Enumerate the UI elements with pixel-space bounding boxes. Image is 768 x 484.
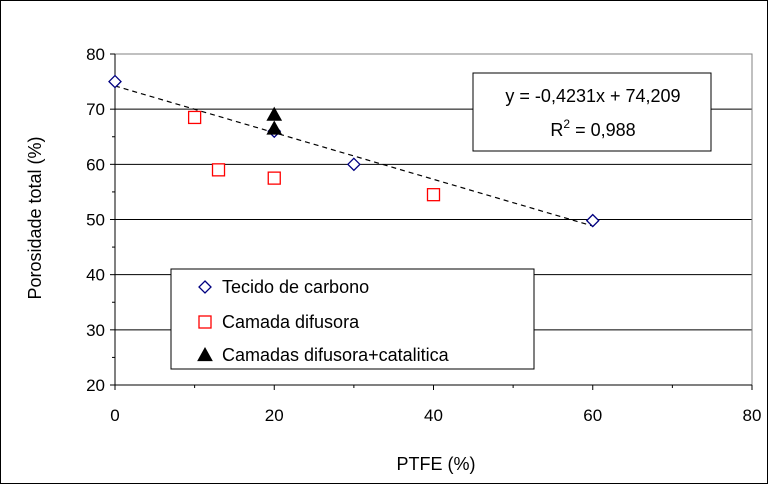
legend-label-camada-difusora: Camada difusora [222, 312, 360, 332]
legend-marker-series2 [197, 346, 213, 362]
data-points [108, 74, 600, 228]
point-series2-0 [266, 106, 283, 121]
legend: Tecido de carbono Camada difusora Camada… [170, 268, 535, 370]
point-series1-3 [426, 188, 441, 202]
tick-label-y-50: 50 [86, 211, 105, 230]
trendline-equation: y = -0,4231x + 74,209 [505, 86, 680, 106]
tick-label-x-20: 20 [265, 406, 284, 425]
tick-label-y-70: 70 [86, 100, 105, 119]
tick-label-y-40: 40 [86, 266, 105, 285]
point-series1-1 [211, 163, 226, 177]
point-series1-2 [267, 171, 281, 185]
tick-label-y-60: 60 [86, 155, 105, 174]
r2-value: = 0,988 [570, 120, 636, 140]
trendline [114, 85, 593, 227]
trendline-equation-box: y = -0,4231x + 74,209 R2 = 0,988 [472, 72, 712, 152]
tick-label-y-80: 80 [86, 45, 105, 64]
tick-label-x-0: 0 [110, 406, 119, 425]
axis-ticks: 20 30 40 50 60 70 80 0 20 40 60 80 [86, 45, 761, 425]
legend-marker-series1 [198, 315, 212, 329]
point-series1-0 [187, 110, 202, 125]
equation-box-frame [472, 72, 712, 152]
tick-label-x-40: 40 [424, 406, 443, 425]
tick-label-y-20: 20 [86, 376, 105, 395]
legend-label-camadas-difusora-catalitica: Camadas difusora+catalitica [222, 345, 450, 365]
x-axis-title: PTFE (%) [397, 454, 476, 474]
legend-label-tecido-de-carbono: Tecido de carbono [222, 277, 369, 297]
r2-label: R [550, 120, 563, 140]
point-series0-3 [585, 213, 600, 228]
trendline-layer [114, 85, 593, 227]
trendline-r-squared: R2 = 0,988 [550, 117, 635, 140]
point-series0-2 [346, 157, 361, 172]
tick-label-x-80: 80 [743, 406, 762, 425]
point-series2-1 [266, 120, 283, 135]
point-series0-0 [108, 74, 122, 89]
tick-label-x-60: 60 [583, 406, 602, 425]
legend-frame [170, 268, 535, 370]
tick-label-y-30: 30 [86, 321, 105, 340]
legend-marker-series0 [198, 280, 212, 294]
y-axis-title: Porosidade total (%) [25, 136, 45, 299]
r2-superscript: 2 [563, 117, 570, 131]
legend-markers [197, 280, 213, 362]
